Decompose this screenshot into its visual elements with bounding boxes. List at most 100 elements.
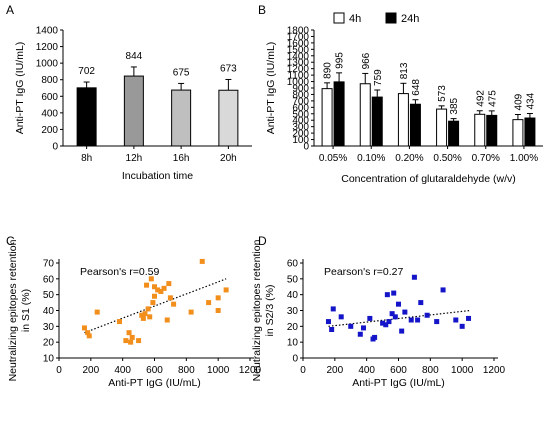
- y-tick-label: 1000: [287, 77, 310, 88]
- data-point: [126, 330, 132, 336]
- data-label-24h-3: 385: [449, 97, 460, 114]
- bar-12h: [123, 75, 144, 147]
- y-tick-label: 800: [41, 75, 58, 86]
- data-label-16h: 675: [173, 67, 190, 78]
- x-tick-label: 0: [56, 365, 62, 376]
- data-point: [386, 319, 392, 325]
- pearson-annotation-C: Pearson's r=0.59: [80, 266, 160, 278]
- data-point: [459, 323, 465, 329]
- bar-8h: [76, 87, 97, 147]
- data-point: [171, 301, 177, 307]
- x-tick-label: 12h: [126, 153, 143, 164]
- bar-24h-0.05%: [333, 81, 345, 147]
- data-point: [402, 309, 408, 315]
- data-label-4h-5: 409: [513, 93, 524, 110]
- data-label-24h-1: 759: [373, 69, 384, 86]
- y-tick-label: 10: [43, 354, 55, 365]
- x-tick-label: 1000: [207, 365, 230, 376]
- bar-24h-0.20%: [409, 103, 421, 147]
- y-tick-label: 300: [292, 122, 309, 133]
- data-point: [150, 300, 156, 306]
- bar-24h-0.10%: [371, 96, 383, 147]
- x-tick-label: 600: [146, 365, 163, 376]
- x-tick-label: 400: [114, 365, 131, 376]
- data-point: [415, 317, 421, 323]
- bar-4h-0.50%: [436, 108, 448, 147]
- x-axis-label-C: Anti-PT IgG (IU/mL): [108, 377, 201, 389]
- data-point: [166, 281, 172, 287]
- data-label-4h-4: 492: [475, 90, 486, 107]
- data-point: [424, 312, 430, 318]
- y-tick-label: 1100: [287, 71, 309, 82]
- x-tick-label: 800: [178, 365, 195, 376]
- data-point: [325, 319, 331, 325]
- data-label-4h-2: 813: [399, 62, 410, 79]
- bar-4h-0.20%: [397, 93, 409, 147]
- bar-16h: [171, 89, 192, 147]
- x-tick-label: 20h: [220, 153, 237, 164]
- x-axis-label-D: Anti-PT IgG (IU/mL): [352, 377, 445, 389]
- y-tick-label: 900: [292, 84, 309, 95]
- data-point: [348, 323, 354, 329]
- x-tick-label: 800: [422, 365, 439, 376]
- y-axis-label-line: Neutralizing epitopes retention: [251, 239, 263, 381]
- data-point: [128, 339, 134, 345]
- y-tick-label: 0: [292, 354, 298, 365]
- y-tick-label: 1400: [36, 26, 59, 37]
- x-tick-label: 0.10%: [357, 153, 385, 164]
- y-tick-label: 1200: [36, 42, 59, 53]
- data-label-24h-0: 995: [335, 52, 346, 69]
- y-tick-label: 1600: [287, 38, 310, 49]
- data-label-24h-5: 434: [525, 92, 536, 109]
- data-point: [129, 334, 135, 340]
- x-tick-label: 0: [300, 365, 306, 376]
- bar-24h-0.70%: [486, 114, 498, 147]
- data-label-4h-3: 573: [437, 85, 448, 102]
- y-axis-label-D: Neutralizing epitopes retentionin S2/3 (…: [251, 239, 276, 381]
- data-point: [384, 292, 390, 298]
- panel-letter-A: A: [6, 3, 14, 17]
- x-tick-label: 400: [358, 365, 375, 376]
- legend-swatch-24h: [385, 12, 397, 24]
- data-point: [164, 317, 170, 323]
- data-point: [434, 319, 440, 325]
- x-tick-label: 0.50%: [433, 153, 461, 164]
- x-tick-label: 0.20%: [395, 153, 423, 164]
- panel-letter-C: C: [6, 234, 15, 248]
- y-axis-label-line: in S2/3 (%): [264, 285, 276, 337]
- data-point: [123, 338, 129, 344]
- data-point: [86, 333, 92, 339]
- data-point: [155, 287, 161, 293]
- bar-20h: [218, 89, 239, 147]
- legend-label-4h: 4h: [349, 13, 361, 25]
- data-point: [142, 311, 148, 317]
- data-point: [158, 289, 164, 294]
- bar-4h-0.70%: [474, 113, 486, 147]
- data-point: [408, 317, 414, 323]
- x-axis-label-B: Concentration of glutaraldehyde (w/v): [341, 173, 516, 185]
- x-tick-label: 200: [82, 365, 99, 376]
- x-tick-label: 600: [390, 365, 407, 376]
- x-tick-label: 1200: [483, 365, 506, 376]
- pearson-annotation-D: Pearson's r=0.27: [324, 266, 404, 278]
- data-point: [145, 306, 151, 312]
- data-point: [396, 301, 401, 307]
- data-point: [411, 274, 417, 280]
- data-point: [357, 331, 363, 337]
- data-point: [466, 315, 472, 321]
- x-tick-label: 1200: [239, 365, 262, 376]
- y-tick-label: 40: [43, 306, 55, 317]
- data-point: [383, 322, 389, 328]
- data-point: [367, 315, 373, 321]
- bar-24h-1.00%: [524, 117, 536, 147]
- data-label-24h-2: 648: [411, 79, 422, 96]
- x-tick-label: 1.00%: [510, 153, 538, 164]
- x-tick-label: 1000: [451, 365, 474, 376]
- data-point: [329, 327, 335, 332]
- y-tick-label: 50: [287, 274, 299, 285]
- data-point: [148, 276, 154, 282]
- data-point: [116, 319, 122, 325]
- data-point: [188, 309, 194, 315]
- trend-line-C: [84, 278, 227, 334]
- y-tick-label: 1500: [287, 45, 310, 56]
